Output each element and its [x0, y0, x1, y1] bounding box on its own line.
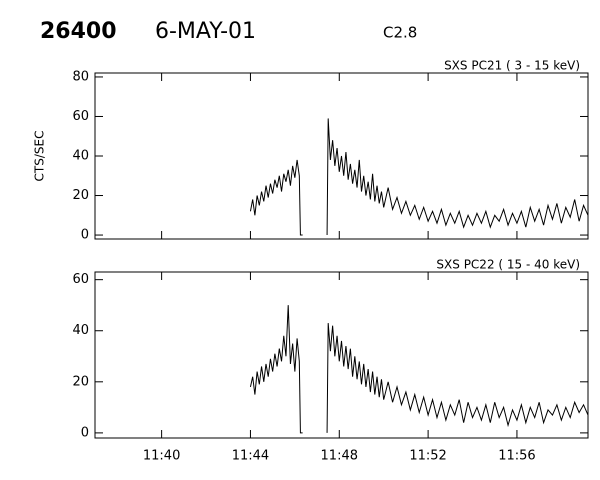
- data-line: [249, 118, 589, 236]
- y-tick-label: 0: [81, 228, 89, 243]
- x-tick-label: 11:40: [143, 449, 180, 464]
- x-tick-label: 11:52: [409, 449, 446, 464]
- x-tick-label: 11:56: [498, 449, 535, 464]
- y-tick-label: 20: [72, 188, 89, 203]
- y-tick-label: 0: [81, 425, 89, 440]
- event-date: 6-MAY-01: [155, 19, 256, 44]
- flare-class: C2.8: [383, 24, 417, 42]
- x-tick-label: 11:44: [232, 449, 269, 464]
- y-tick-label: 60: [72, 109, 89, 124]
- x-tick-label: 11:48: [321, 449, 358, 464]
- y-tick-label: 40: [72, 149, 89, 164]
- plot-frame: [94, 271, 589, 439]
- data-line: [249, 305, 589, 434]
- panel-title: SXS PC21 ( 3 - 15 keV): [444, 59, 580, 73]
- event-id: 26400: [40, 19, 117, 44]
- y-tick-label: 80: [72, 69, 89, 84]
- y-tick-label: 40: [72, 323, 89, 338]
- y-tick-label: 20: [72, 374, 89, 389]
- y-tick-label: 60: [72, 272, 89, 287]
- panel-title: SXS PC22 ( 15 - 40 keV): [436, 258, 580, 272]
- y-axis-label: CTS/SEC: [33, 131, 47, 182]
